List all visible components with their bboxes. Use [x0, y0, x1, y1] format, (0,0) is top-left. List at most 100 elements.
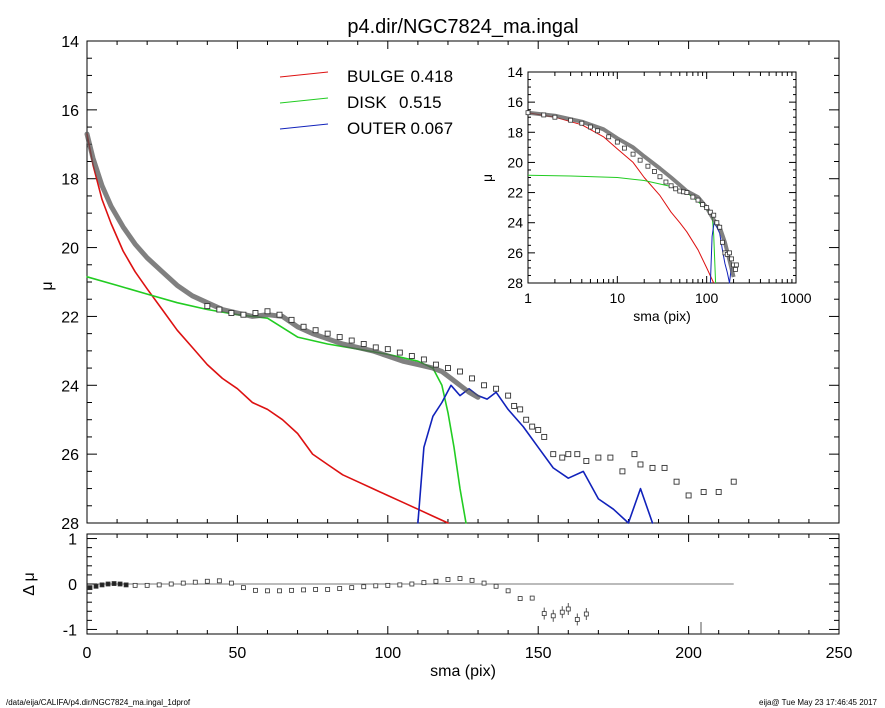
main-axis-ticks: 14 16 18 20 22 24 26 28 [61, 34, 840, 533]
main-data-point [493, 385, 500, 392]
main-y-tick-label: 20 [61, 241, 79, 258]
residual-data-point [93, 583, 99, 589]
main-data-point [276, 311, 283, 318]
inset-series-total [527, 110, 736, 278]
legend-value-outer: 0.067 [411, 119, 454, 138]
inset-data-point [541, 112, 547, 118]
main-data-point [529, 423, 536, 430]
inset-data-point [733, 267, 738, 272]
main-y-tick-label: 18 [61, 172, 79, 189]
residual-data-point [559, 609, 565, 615]
main-data-point [288, 316, 295, 323]
main-data-point [336, 334, 343, 341]
main-data-point [252, 310, 259, 316]
main-data-point [469, 375, 475, 382]
main-data-point [216, 306, 223, 313]
residual-data-point [241, 585, 246, 591]
residual-data-point [445, 577, 451, 582]
footer-user-timestamp: eija@ Tue May 23 17:46:45 2017 [759, 698, 877, 707]
legend-swatch-disk [279, 97, 329, 104]
inset-data-point [663, 179, 669, 185]
residual-x-tick-label: 50 [229, 645, 247, 662]
main-y-tick-label: 28 [61, 516, 79, 533]
legend-label-disk: DISK [347, 93, 387, 112]
residual-data-point [550, 613, 556, 619]
residual-data-point [156, 582, 162, 588]
residual-data-point [349, 585, 355, 591]
inset-y-tick-label: 18 [507, 124, 523, 140]
inset-data-point [684, 190, 690, 195]
residual-data-point [583, 611, 589, 617]
inset-y-tick-label: 14 [507, 64, 523, 80]
chart-title: p4.dir/NGC7824_ma.ingal [347, 16, 578, 38]
main-data-point [228, 310, 235, 316]
main-data-point [541, 433, 548, 440]
residual-data-point [529, 595, 535, 601]
inset-data-point [622, 145, 627, 151]
residual-y-tick-label: -1 [63, 622, 77, 639]
residual-data-point [397, 582, 403, 588]
main-data-point [661, 464, 668, 471]
inset-data-point [579, 120, 585, 126]
main-data-point [300, 323, 307, 330]
residual-axis-ticks: 0 50 100 150 200 250 1 0 -1 [63, 532, 853, 662]
inset-loglog-panel: 1 10 100 1000 14 16 18 20 22 24 26 28 sma (pix) μ [479, 64, 812, 324]
residual-data-point [541, 611, 547, 616]
main-data-point [535, 427, 542, 433]
main-data-point [517, 406, 524, 413]
residual-data-point [574, 617, 580, 622]
residual-data-point [253, 587, 258, 593]
residual-data-point [481, 580, 487, 586]
residual-data-point [325, 587, 331, 592]
inset-y-tick-label: 28 [507, 275, 523, 291]
main-data-point [607, 454, 614, 461]
inset-data-point [588, 124, 593, 130]
residual-data-point [289, 587, 294, 593]
inset-y-tick-label: 26 [507, 245, 523, 261]
inset-x-tick-label: 1000 [780, 290, 811, 306]
residual-panel: 0 50 100 150 200 250 1 0 -1 sma (pix) Δ μ [21, 532, 852, 680]
inset-data-point [727, 250, 732, 256]
main-data-point [457, 368, 463, 375]
main-data-point [264, 308, 271, 315]
main-profile-panel: 14 16 18 20 22 24 26 28 μ [39, 34, 840, 533]
main-y-tick-label: 14 [61, 34, 79, 51]
inset-data-point [733, 262, 739, 268]
inset-x-tick-label: 100 [695, 290, 719, 306]
main-data-points [204, 303, 737, 499]
main-data-point [240, 311, 247, 318]
main-data-point [700, 489, 707, 495]
inset-data-point [668, 183, 674, 189]
residual-data-point [421, 580, 427, 586]
inset-data-point [711, 212, 717, 218]
inset-x-axis-label: sma (pix) [633, 308, 691, 324]
residual-data-point [99, 582, 105, 588]
residual-data-point [505, 588, 511, 594]
main-data-point [445, 365, 451, 372]
main-series-bulge [86, 133, 449, 524]
inset-data-point [606, 134, 612, 140]
main-series-total [84, 131, 481, 400]
inset-data-point [729, 256, 734, 262]
main-data-point [715, 489, 722, 495]
main-data-point [511, 402, 518, 409]
main-data-point [631, 451, 638, 458]
inset-data-point [690, 194, 696, 200]
residual-data-point [111, 581, 117, 586]
main-data-point [550, 451, 557, 458]
inset-data-point [657, 174, 663, 180]
main-data-point [204, 303, 211, 310]
main-data-point [432, 361, 439, 368]
residual-data-point [493, 583, 499, 589]
legend-swatch-bulge [279, 71, 329, 78]
residual-x-tick-label: 250 [826, 645, 853, 662]
residual-data-point [105, 581, 111, 587]
inset-data-point [637, 157, 643, 163]
residual-data-point [192, 579, 198, 585]
legend-label-outer: OUTER [347, 119, 407, 138]
residual-data-point [385, 582, 391, 588]
residual-data-point [117, 581, 123, 587]
main-data-point [685, 492, 692, 499]
residual-data-point [373, 583, 379, 589]
inset-data-point [630, 151, 636, 157]
